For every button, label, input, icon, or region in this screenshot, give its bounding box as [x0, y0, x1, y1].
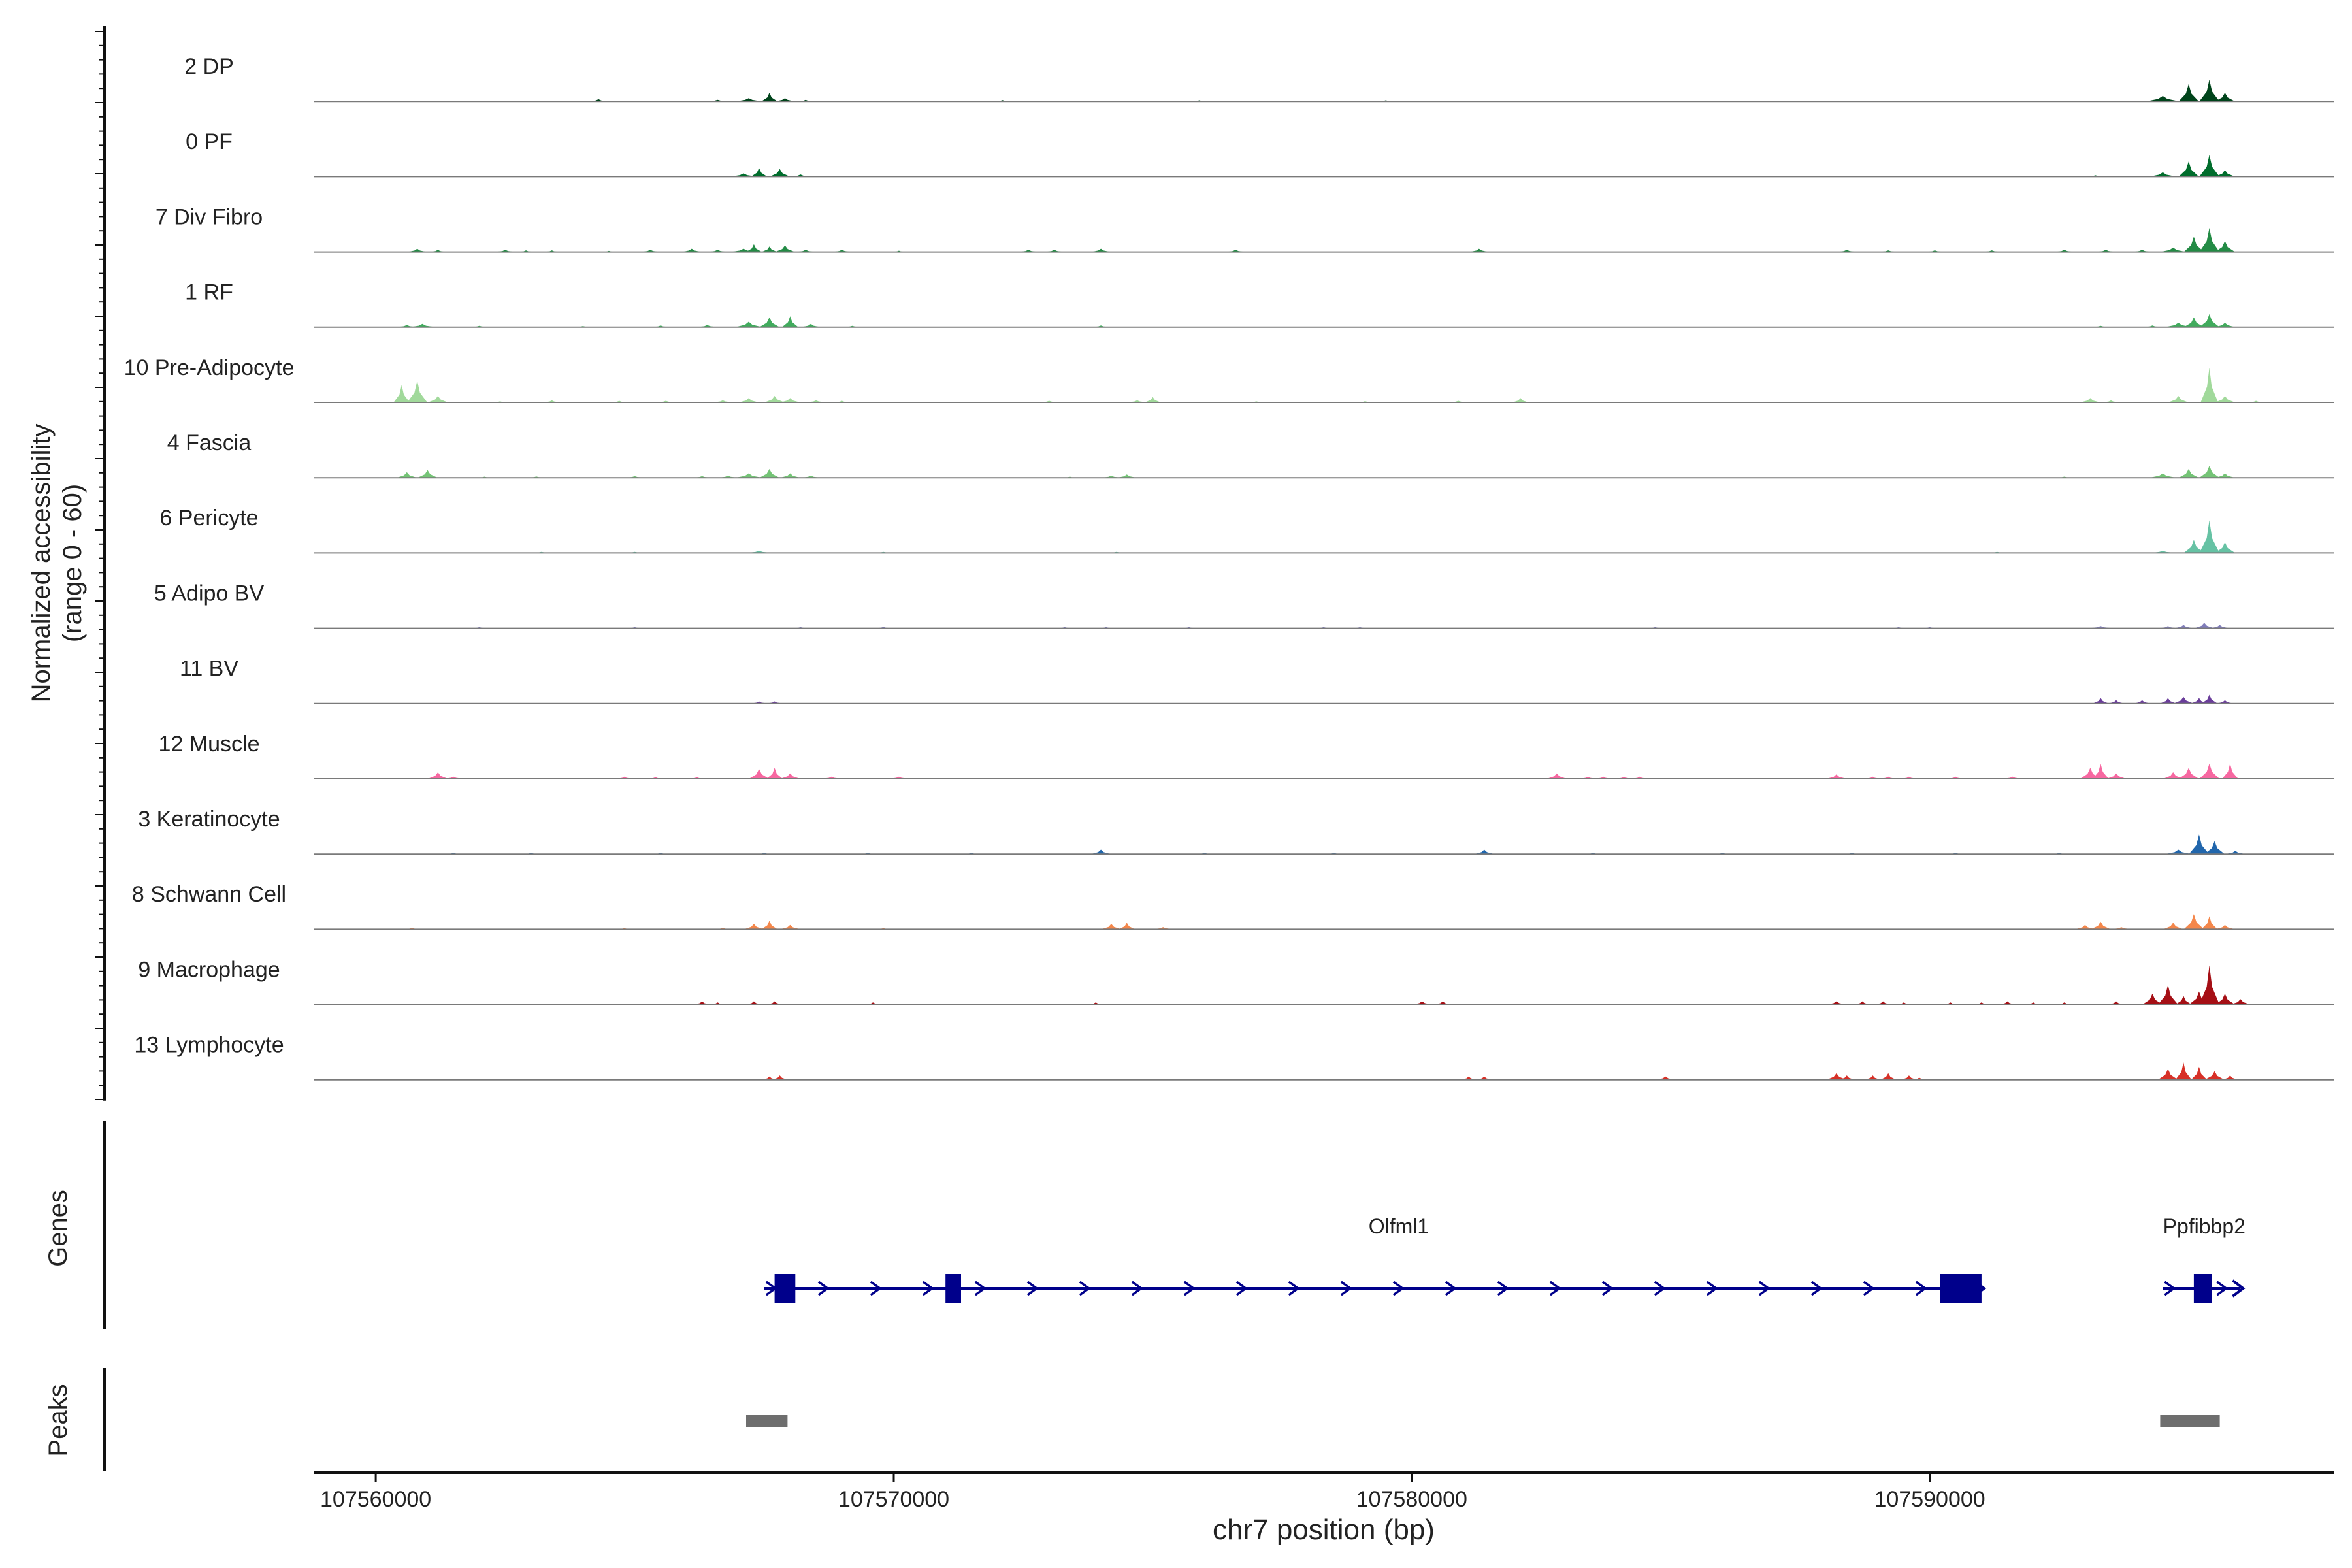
strand-arrow: [1863, 1281, 1875, 1296]
gene-exon: [2193, 1274, 2212, 1303]
x-axis-title: chr7 position (bp): [1213, 1514, 1435, 1546]
coverage-area: [397, 465, 2236, 478]
coverage-area: [393, 367, 2264, 402]
strand-arrow: [1706, 1281, 1718, 1296]
track-3-keratinocyte: [314, 834, 2334, 855]
row-label-8-schwann-cell: 8 Schwann Cell: [132, 882, 286, 907]
strand-arrow: [1392, 1281, 1405, 1296]
row-label-0-pf: 0 PF: [186, 129, 233, 154]
coverage-area: [694, 965, 2251, 1005]
strand-arrow: [1183, 1281, 1196, 1296]
strand-arrow: [1235, 1281, 1248, 1296]
peak-region: [746, 1415, 788, 1427]
strand-arrow: [870, 1281, 882, 1296]
coverage-area: [397, 314, 2236, 327]
x-tick-label: 107560000: [320, 1487, 431, 1512]
strand-arrow: [2164, 1281, 2176, 1296]
y-axis-title-line1: Normalized accessibility: [27, 424, 56, 703]
strand-arrow: [1340, 1281, 1352, 1296]
x-tick-label: 107570000: [838, 1487, 949, 1512]
track-0-pf: [314, 155, 2334, 178]
strand-arrow: [1026, 1281, 1039, 1296]
coverage-area: [531, 520, 2236, 553]
strand-arrow: [817, 1281, 830, 1296]
coverage-area: [443, 834, 2246, 855]
track-8-schwann-cell: [314, 914, 2334, 930]
strand-arrow: [1549, 1281, 1561, 1296]
coverage-area: [407, 227, 2235, 252]
row-label-7-div-fibro: 7 Div Fibro: [155, 204, 263, 229]
row-label-13-lymphocyte: 13 Lymphocyte: [134, 1033, 284, 1058]
y-axis-title-line2: (range 0 - 60): [58, 484, 87, 642]
gene-ppfibbp2: Ppfibbp2: [2163, 1215, 2246, 1303]
track-6-pericyte: [314, 520, 2334, 554]
accessibility-tracks: [314, 79, 2334, 1081]
strand-arrow: [1915, 1281, 1927, 1296]
strand-arrow: [2216, 1281, 2229, 1296]
row-label-9-macrophage: 9 Macrophage: [138, 957, 280, 982]
strand-arrow: [1079, 1281, 1091, 1296]
strand-arrow: [1497, 1281, 1509, 1296]
row-label-10-pre-adipocyte: 10 Pre-Adipocyte: [124, 355, 295, 380]
row-label-6-pericyte: 6 Pericyte: [159, 506, 258, 531]
track-9-macrophage: [314, 965, 2334, 1005]
row-label-2-dp: 2 DP: [184, 54, 234, 79]
peak-region: [2160, 1415, 2220, 1427]
gene-label: Ppfibbp2: [2163, 1215, 2246, 1238]
gene-label: Olfml1: [1369, 1215, 1429, 1238]
row-label-11-bv: 11 BV: [180, 657, 238, 681]
row-label-1-rf: 1 RF: [185, 280, 233, 305]
row-label-5-adipo-bv: 5 Adipo BV: [154, 581, 265, 606]
gene-exon: [774, 1274, 796, 1303]
row-label-12-muscle: 12 Muscle: [159, 732, 260, 757]
track-4-fascia: [314, 465, 2334, 479]
x-tick-label: 107580000: [1356, 1487, 1467, 1512]
coverage-area: [751, 694, 2233, 704]
strand-arrow: [1131, 1281, 1143, 1296]
coverage-area: [469, 623, 2230, 629]
strand-arrow: [1654, 1281, 1666, 1296]
gene-annotation-track: Olfml1 Ppfibbp2: [764, 1215, 2246, 1303]
coverage-area: [427, 763, 2238, 779]
track-10-pre-adipocyte: [314, 367, 2334, 403]
strand-arrow: [1810, 1281, 1823, 1296]
row-label-4-fascia: 4 Fascia: [167, 431, 252, 455]
genes-track-title: Genes: [44, 1190, 73, 1267]
coverage-area: [730, 155, 2236, 177]
track-7-div-fibro: [314, 227, 2334, 253]
track-1-rf: [314, 314, 2334, 328]
track-5-adipo-bv: [314, 623, 2334, 629]
peaks-track-title: Peaks: [44, 1384, 73, 1456]
gene-exon: [945, 1274, 961, 1303]
coverage-area: [588, 79, 2235, 102]
coverage-area: [402, 914, 2236, 930]
x-axis-ticks: 107560000 107570000 107580000 107590000: [320, 1473, 1985, 1512]
strand-arrow: [922, 1281, 934, 1296]
gene-exon: [1940, 1274, 1982, 1303]
coverage-area: [761, 1062, 2238, 1080]
strand-arrow: [974, 1281, 987, 1296]
strand-arrow: [1601, 1281, 1614, 1296]
cell-type-labels: 2 DP 0 PF 7 Div Fibro 1 RF 10 Pre-Adipocyte 4…: [124, 54, 295, 1058]
strand-arrow: [1758, 1281, 1771, 1296]
strand-arrow: [1288, 1281, 1300, 1296]
gene-olfml1: Olfml1: [764, 1215, 1987, 1303]
strand-arrow-end: [2232, 1279, 2246, 1298]
strand-arrow: [1445, 1281, 1457, 1296]
track-12-muscle: [314, 763, 2334, 779]
track-13-lymphocyte: [314, 1062, 2334, 1081]
track-2-dp: [314, 79, 2334, 103]
accessibility-y-axis: [95, 26, 106, 1101]
x-tick-label: 107590000: [1874, 1487, 1985, 1512]
peak-regions-track: [746, 1415, 2220, 1427]
track-11-bv: [314, 694, 2334, 704]
row-label-3-keratinocyte: 3 Keratinocyte: [138, 807, 280, 832]
